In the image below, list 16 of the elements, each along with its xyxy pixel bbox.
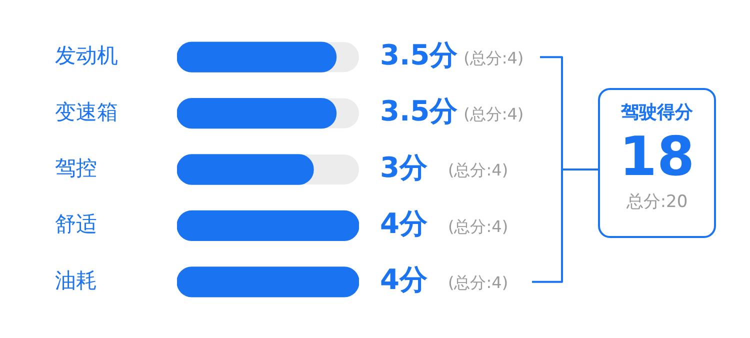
data-label: 3分 [380,150,428,184]
text: (总分:4) [448,216,508,236]
text: (总分:4) [464,48,524,68]
text: (总分:4) [448,273,508,292]
data-label: 3.5分 [380,94,459,128]
y-tick-label: 舒适 [55,212,97,236]
text: (总分:4) [464,104,524,124]
data-label: 3.5分 [380,38,459,72]
text: (总分:4) [448,160,508,180]
y-tick-label: 驾控 [55,156,97,180]
y-tick-label: 变速箱 [55,100,118,124]
data-label: 4分 [380,263,428,296]
y-tick-label: 发动机 [55,44,118,68]
data-label: 4分 [380,206,428,240]
score-card: 驾驶得分 18 总分:20 [598,88,716,238]
y-tick-label: 油耗 [55,268,97,292]
